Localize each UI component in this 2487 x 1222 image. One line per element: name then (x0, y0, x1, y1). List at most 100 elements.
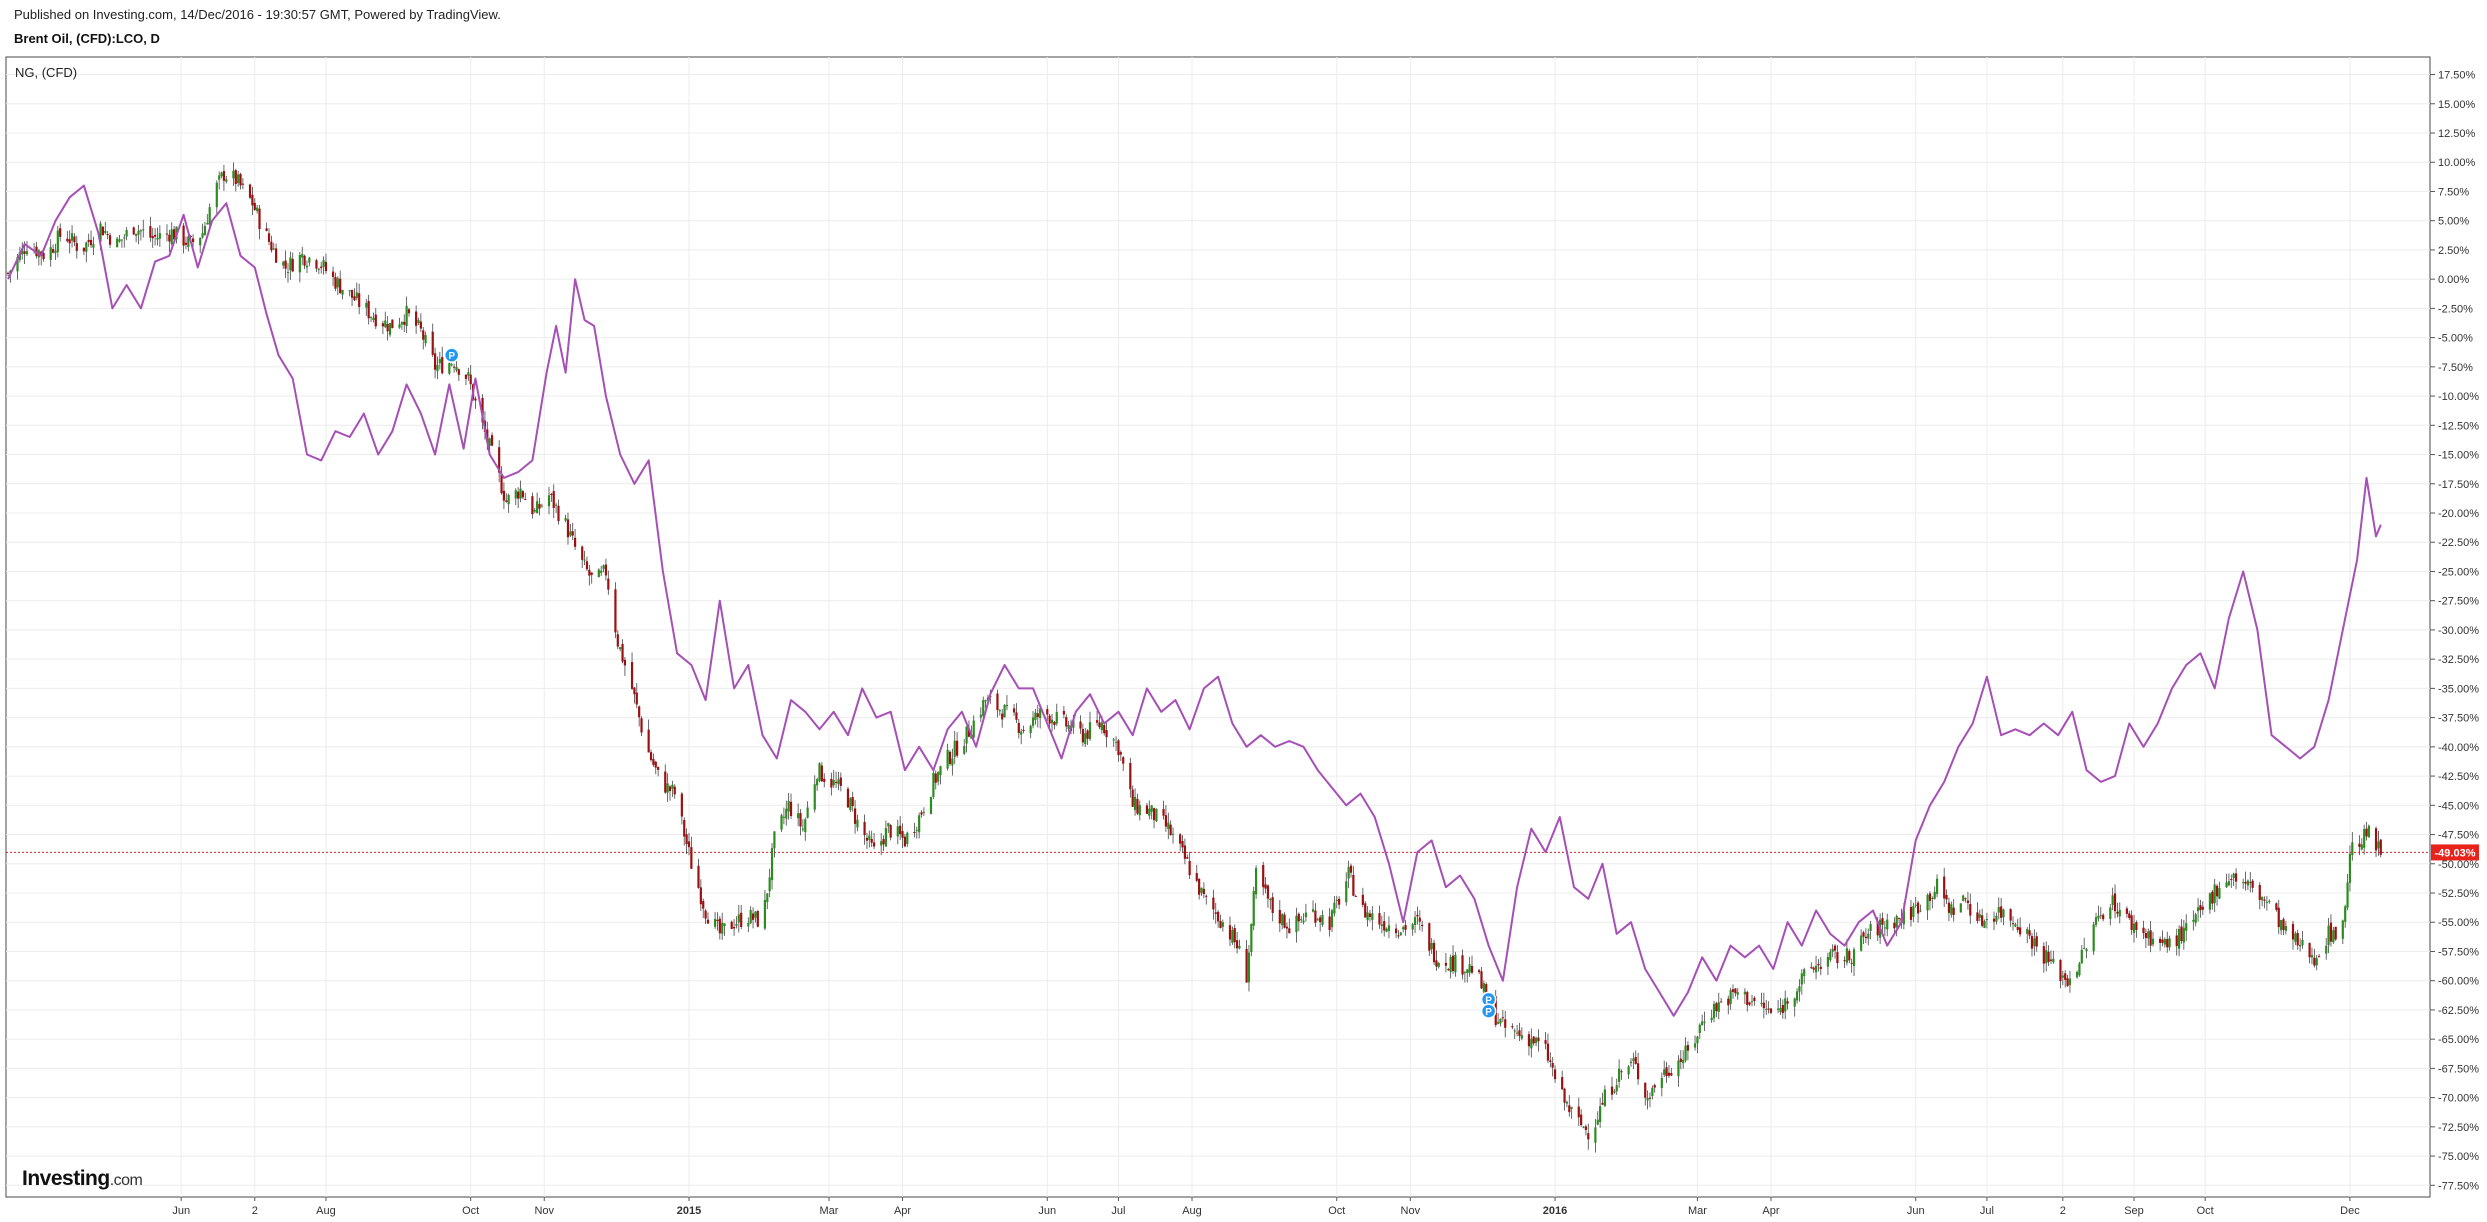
candle-body-down (2180, 926, 2183, 942)
candle (2346, 873, 2349, 911)
event-marker-circle (443, 347, 460, 363)
candle (1202, 882, 1205, 899)
candle (384, 311, 387, 329)
candle-body-down (481, 397, 484, 423)
event-markers[interactable]: PPP (443, 347, 1497, 1019)
candle (1736, 988, 1739, 1000)
event-marker[interactable]: P (1480, 1003, 1497, 1019)
candle (1862, 930, 1865, 944)
candle-body-down (872, 842, 876, 847)
x-tick-label: Jul (1980, 1205, 1994, 1217)
series-brent-oil (6, 162, 2382, 1153)
candle-body-up (317, 268, 320, 270)
candle-body-up (2332, 930, 2335, 943)
candle-body-down (585, 561, 589, 570)
candle-body-down (1349, 865, 1353, 873)
candle-body-up (880, 841, 883, 846)
candle-body-up (1252, 890, 1255, 926)
candle-body-down (1079, 721, 1082, 729)
candle-body-down (1098, 722, 1101, 728)
candle-body-up (801, 828, 804, 830)
candle-body-up (2213, 884, 2216, 904)
legend-ng: NG, (CFD) (15, 65, 77, 80)
candle-body-down (996, 693, 999, 711)
candle-body-up (770, 848, 774, 881)
candle-body-down (1285, 926, 1289, 929)
candle (1067, 720, 1070, 732)
candle (1447, 967, 1450, 971)
candle (1653, 1083, 1656, 1093)
candle-body-down (2159, 938, 2162, 943)
candle-body-down (2275, 903, 2278, 910)
candle-body-down (172, 229, 176, 240)
candle (832, 769, 835, 788)
x-tick-label: Jun (1907, 1205, 1925, 1217)
candle-body-up (583, 559, 586, 561)
candle-body-up (286, 272, 290, 274)
candle (2315, 955, 2318, 971)
candle-body-down (265, 228, 268, 231)
event-marker-label: P (1485, 1007, 1492, 1018)
candle-body-up (666, 783, 669, 793)
candle-body-up (1629, 1061, 1633, 1064)
candle-body-down (2244, 881, 2247, 884)
y-tick-label: -27.50% (2438, 596, 2479, 608)
candle-body-down (1314, 910, 1317, 923)
candle-body-down (1762, 1002, 1765, 1009)
candle-body-up (1743, 991, 1746, 995)
candle-body-up (2315, 958, 2318, 966)
candle-body-up (1269, 898, 1272, 901)
candle (1328, 908, 1331, 937)
candle-body-up (1803, 969, 1806, 977)
candle-body-up (1399, 932, 1402, 935)
candle-body-up (301, 253, 304, 258)
candle-body-down (1843, 960, 1846, 962)
y-tick-label: -67.50% (2438, 1063, 2479, 1075)
candle-body-up (2225, 882, 2228, 888)
y-tick-label: -65.00% (2438, 1034, 2479, 1046)
candle-body-down (431, 331, 434, 355)
candle (1129, 757, 1132, 798)
candle-body-up (849, 798, 852, 810)
candle-body-up (937, 772, 940, 782)
candle-body-up (1717, 1002, 1720, 1012)
event-marker[interactable]: P (443, 347, 460, 363)
candle-body-down (1428, 923, 1431, 951)
candle (234, 168, 237, 192)
candle (1895, 914, 1898, 937)
candle (789, 793, 793, 819)
candle (59, 223, 62, 242)
candle-body-up (372, 317, 375, 321)
candle (331, 266, 335, 287)
candle (1634, 1050, 1637, 1065)
candle (1333, 896, 1336, 917)
candle (1005, 695, 1009, 711)
candle (2313, 948, 2316, 968)
candle-body-down (2199, 905, 2202, 911)
candle (2291, 920, 2295, 950)
candle-body-up (785, 808, 788, 819)
candle (1812, 966, 1815, 973)
x-tick-label: Sep (2124, 1205, 2144, 1217)
x-tick-label: Oct (1328, 1205, 1345, 1217)
candle (324, 253, 328, 274)
candle (998, 709, 1001, 716)
candle-body-up (123, 237, 126, 239)
candle-body-down (870, 838, 873, 843)
candle-body-down (1964, 898, 1967, 900)
candle-body-up (1914, 904, 1917, 906)
candle (154, 228, 157, 246)
y-tick-label: -15.00% (2438, 450, 2479, 462)
candle-body-up (135, 233, 138, 236)
candle-body-down (1145, 805, 1149, 814)
candle (1254, 865, 1258, 899)
candle (1031, 710, 1035, 729)
candle-body-down (1734, 988, 1737, 994)
candle-body-down (1470, 966, 1474, 973)
candle-body-up (341, 289, 344, 295)
candle-body-up (142, 229, 145, 231)
candle-body-down (2011, 923, 2015, 925)
x-tick-label: Oct (2197, 1205, 2214, 1217)
candle (1114, 736, 1118, 752)
